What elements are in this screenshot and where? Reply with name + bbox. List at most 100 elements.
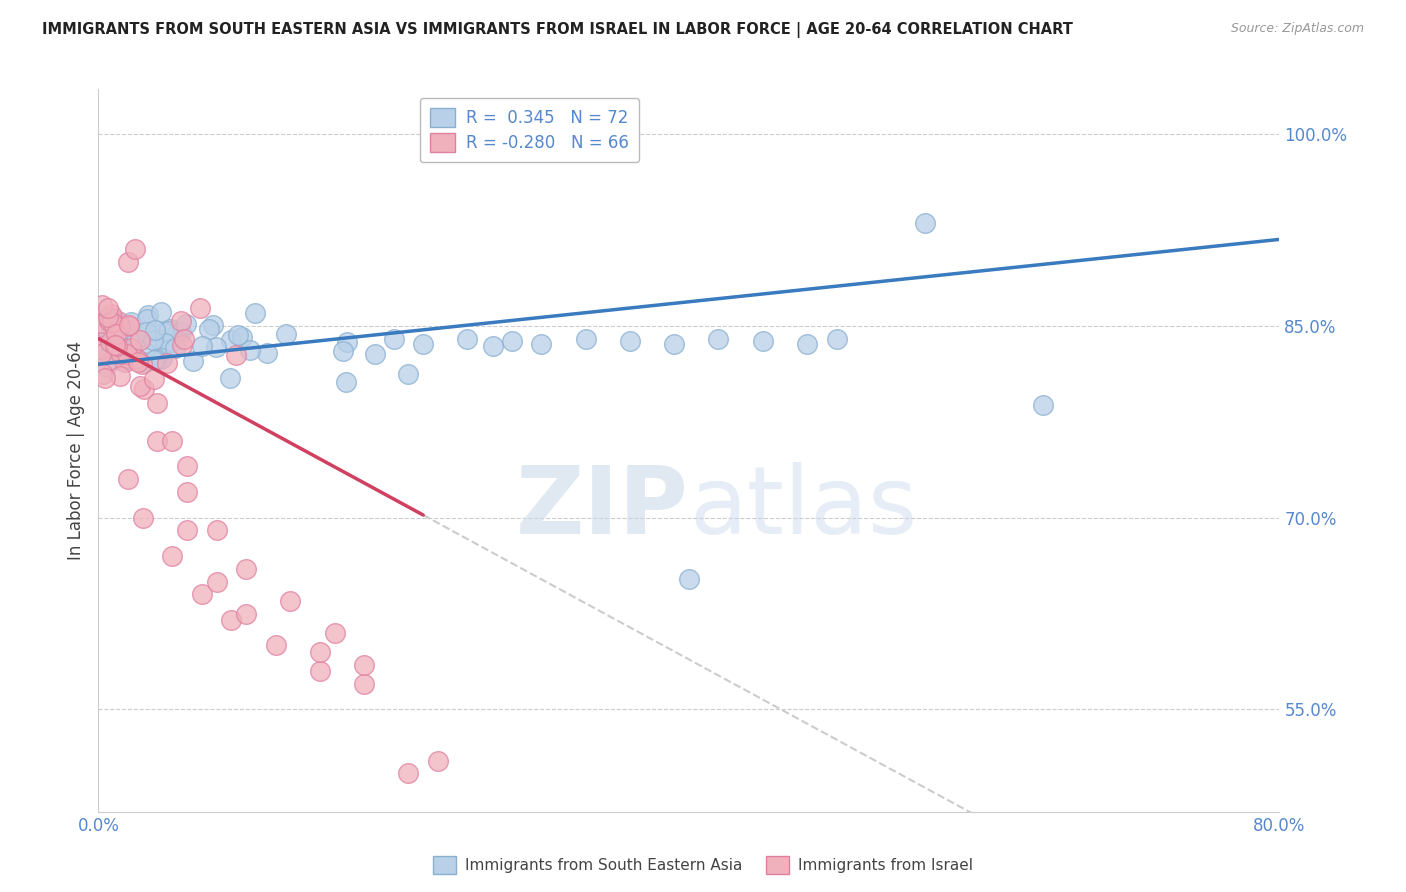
Point: [323, 625, 346, 640]
Point: [100, 353, 122, 368]
Point: [159, 322, 181, 336]
Point: [678, 572, 700, 586]
Point: [152, 325, 174, 339]
Point: [226, 328, 249, 343]
Point: [105, 339, 128, 353]
Point: [93, 367, 115, 381]
Point: [752, 334, 775, 348]
Point: [162, 434, 183, 448]
Point: [108, 319, 131, 334]
Point: [309, 664, 332, 678]
Point: [117, 472, 139, 486]
Point: [174, 317, 197, 331]
Point: [149, 304, 172, 318]
Point: [96, 331, 118, 345]
Point: [117, 351, 139, 365]
Point: [90, 347, 112, 361]
Point: [205, 340, 228, 354]
Point: [117, 255, 139, 269]
Point: [128, 333, 150, 347]
Y-axis label: In Labor Force | Age 20-64: In Labor Force | Age 20-64: [66, 341, 84, 560]
Point: [163, 328, 186, 343]
Point: [127, 355, 149, 369]
Point: [107, 314, 129, 328]
Point: [664, 336, 686, 351]
Point: [530, 336, 553, 351]
Point: [276, 327, 298, 342]
Point: [117, 318, 139, 333]
Point: [93, 371, 115, 385]
Point: [457, 332, 479, 346]
Text: atlas: atlas: [689, 462, 917, 554]
Point: [332, 344, 354, 359]
Point: [412, 336, 434, 351]
Point: [104, 338, 127, 352]
Point: [163, 341, 186, 355]
Point: [336, 334, 359, 349]
Point: [309, 645, 332, 659]
Legend: Immigrants from South Eastern Asia, Immigrants from Israel: Immigrants from South Eastern Asia, Immi…: [427, 850, 979, 880]
Point: [117, 319, 139, 334]
Point: [146, 434, 169, 448]
Point: [136, 309, 159, 323]
Point: [114, 324, 136, 338]
Point: [156, 356, 179, 370]
Point: [143, 323, 166, 337]
Point: [575, 332, 598, 346]
Point: [157, 325, 180, 339]
Point: [112, 354, 135, 368]
Point: [173, 333, 195, 347]
Point: [239, 343, 262, 357]
Point: [96, 323, 118, 337]
Point: [1032, 398, 1054, 412]
Point: [353, 677, 375, 691]
Point: [97, 301, 120, 316]
Point: [110, 347, 132, 361]
Point: [149, 351, 172, 366]
Point: [146, 395, 169, 409]
Point: [235, 607, 257, 621]
Point: [132, 510, 155, 524]
Point: [94, 359, 117, 374]
Point: [127, 331, 149, 345]
Point: [134, 345, 156, 359]
Point: [176, 524, 198, 538]
Point: [135, 312, 157, 326]
Point: [335, 376, 357, 390]
Point: [170, 338, 193, 352]
Point: [188, 301, 211, 316]
Point: [231, 330, 253, 344]
Point: [146, 332, 169, 346]
Point: [205, 574, 228, 589]
Point: [129, 378, 152, 392]
Point: [145, 352, 167, 367]
Point: [104, 326, 127, 341]
Point: [280, 593, 302, 607]
Point: [100, 334, 122, 349]
Point: [169, 325, 191, 339]
Point: [256, 346, 278, 360]
Point: [131, 357, 153, 371]
Point: [90, 316, 112, 330]
Point: [198, 322, 221, 336]
Point: [90, 342, 112, 356]
Point: [225, 348, 247, 362]
Point: [132, 355, 155, 369]
Point: [707, 332, 730, 346]
Point: [97, 310, 120, 324]
Point: [132, 382, 155, 396]
Point: [176, 459, 198, 474]
Point: [181, 354, 204, 368]
Point: [201, 318, 224, 333]
Point: [142, 352, 165, 367]
Point: [122, 351, 145, 366]
Point: [235, 562, 257, 576]
Point: [155, 335, 177, 350]
Point: [914, 217, 936, 231]
Point: [481, 339, 503, 353]
Point: [191, 339, 214, 353]
Point: [619, 334, 641, 348]
Point: [501, 334, 523, 348]
Point: [427, 754, 450, 768]
Point: [382, 332, 405, 346]
